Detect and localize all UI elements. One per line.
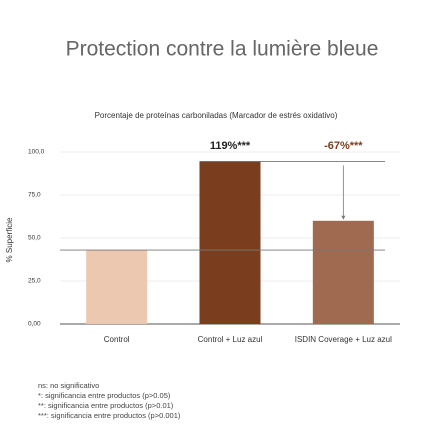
bar bbox=[86, 250, 148, 324]
chart-subtitle: Porcentaje de proteínas carboniladas (Ma… bbox=[95, 111, 338, 120]
y-tick-label: 75,0 bbox=[28, 192, 41, 199]
bar bbox=[312, 220, 374, 324]
footnote: **: significancia entre productos (p>0.0… bbox=[38, 401, 174, 410]
annotation: 119%*** bbox=[210, 140, 251, 152]
arrow-head bbox=[341, 215, 346, 220]
y-axis-label: % Superficie bbox=[5, 217, 14, 262]
chart-title: Protection contre la lumière bleue bbox=[66, 38, 379, 61]
y-tick-label: 25,0 bbox=[28, 278, 41, 285]
annotation: -67%*** bbox=[324, 140, 363, 152]
x-tick-label: ISDIN Coverage + Luz azul bbox=[295, 335, 392, 344]
footnote: ***: significancia entre productos (p>0.… bbox=[38, 411, 181, 420]
footnote: *: significancia entre productos (p>0.05… bbox=[38, 391, 171, 400]
x-tick-label: Control + Luz azul bbox=[198, 335, 263, 344]
bar bbox=[199, 161, 261, 324]
y-tick-label: 100,0 bbox=[28, 149, 45, 156]
footnote: ns: no significativo bbox=[38, 381, 99, 390]
y-tick-label: 0,00 bbox=[28, 321, 41, 328]
y-tick-label: 50,0 bbox=[28, 235, 41, 242]
x-tick-label: Control bbox=[104, 335, 130, 344]
